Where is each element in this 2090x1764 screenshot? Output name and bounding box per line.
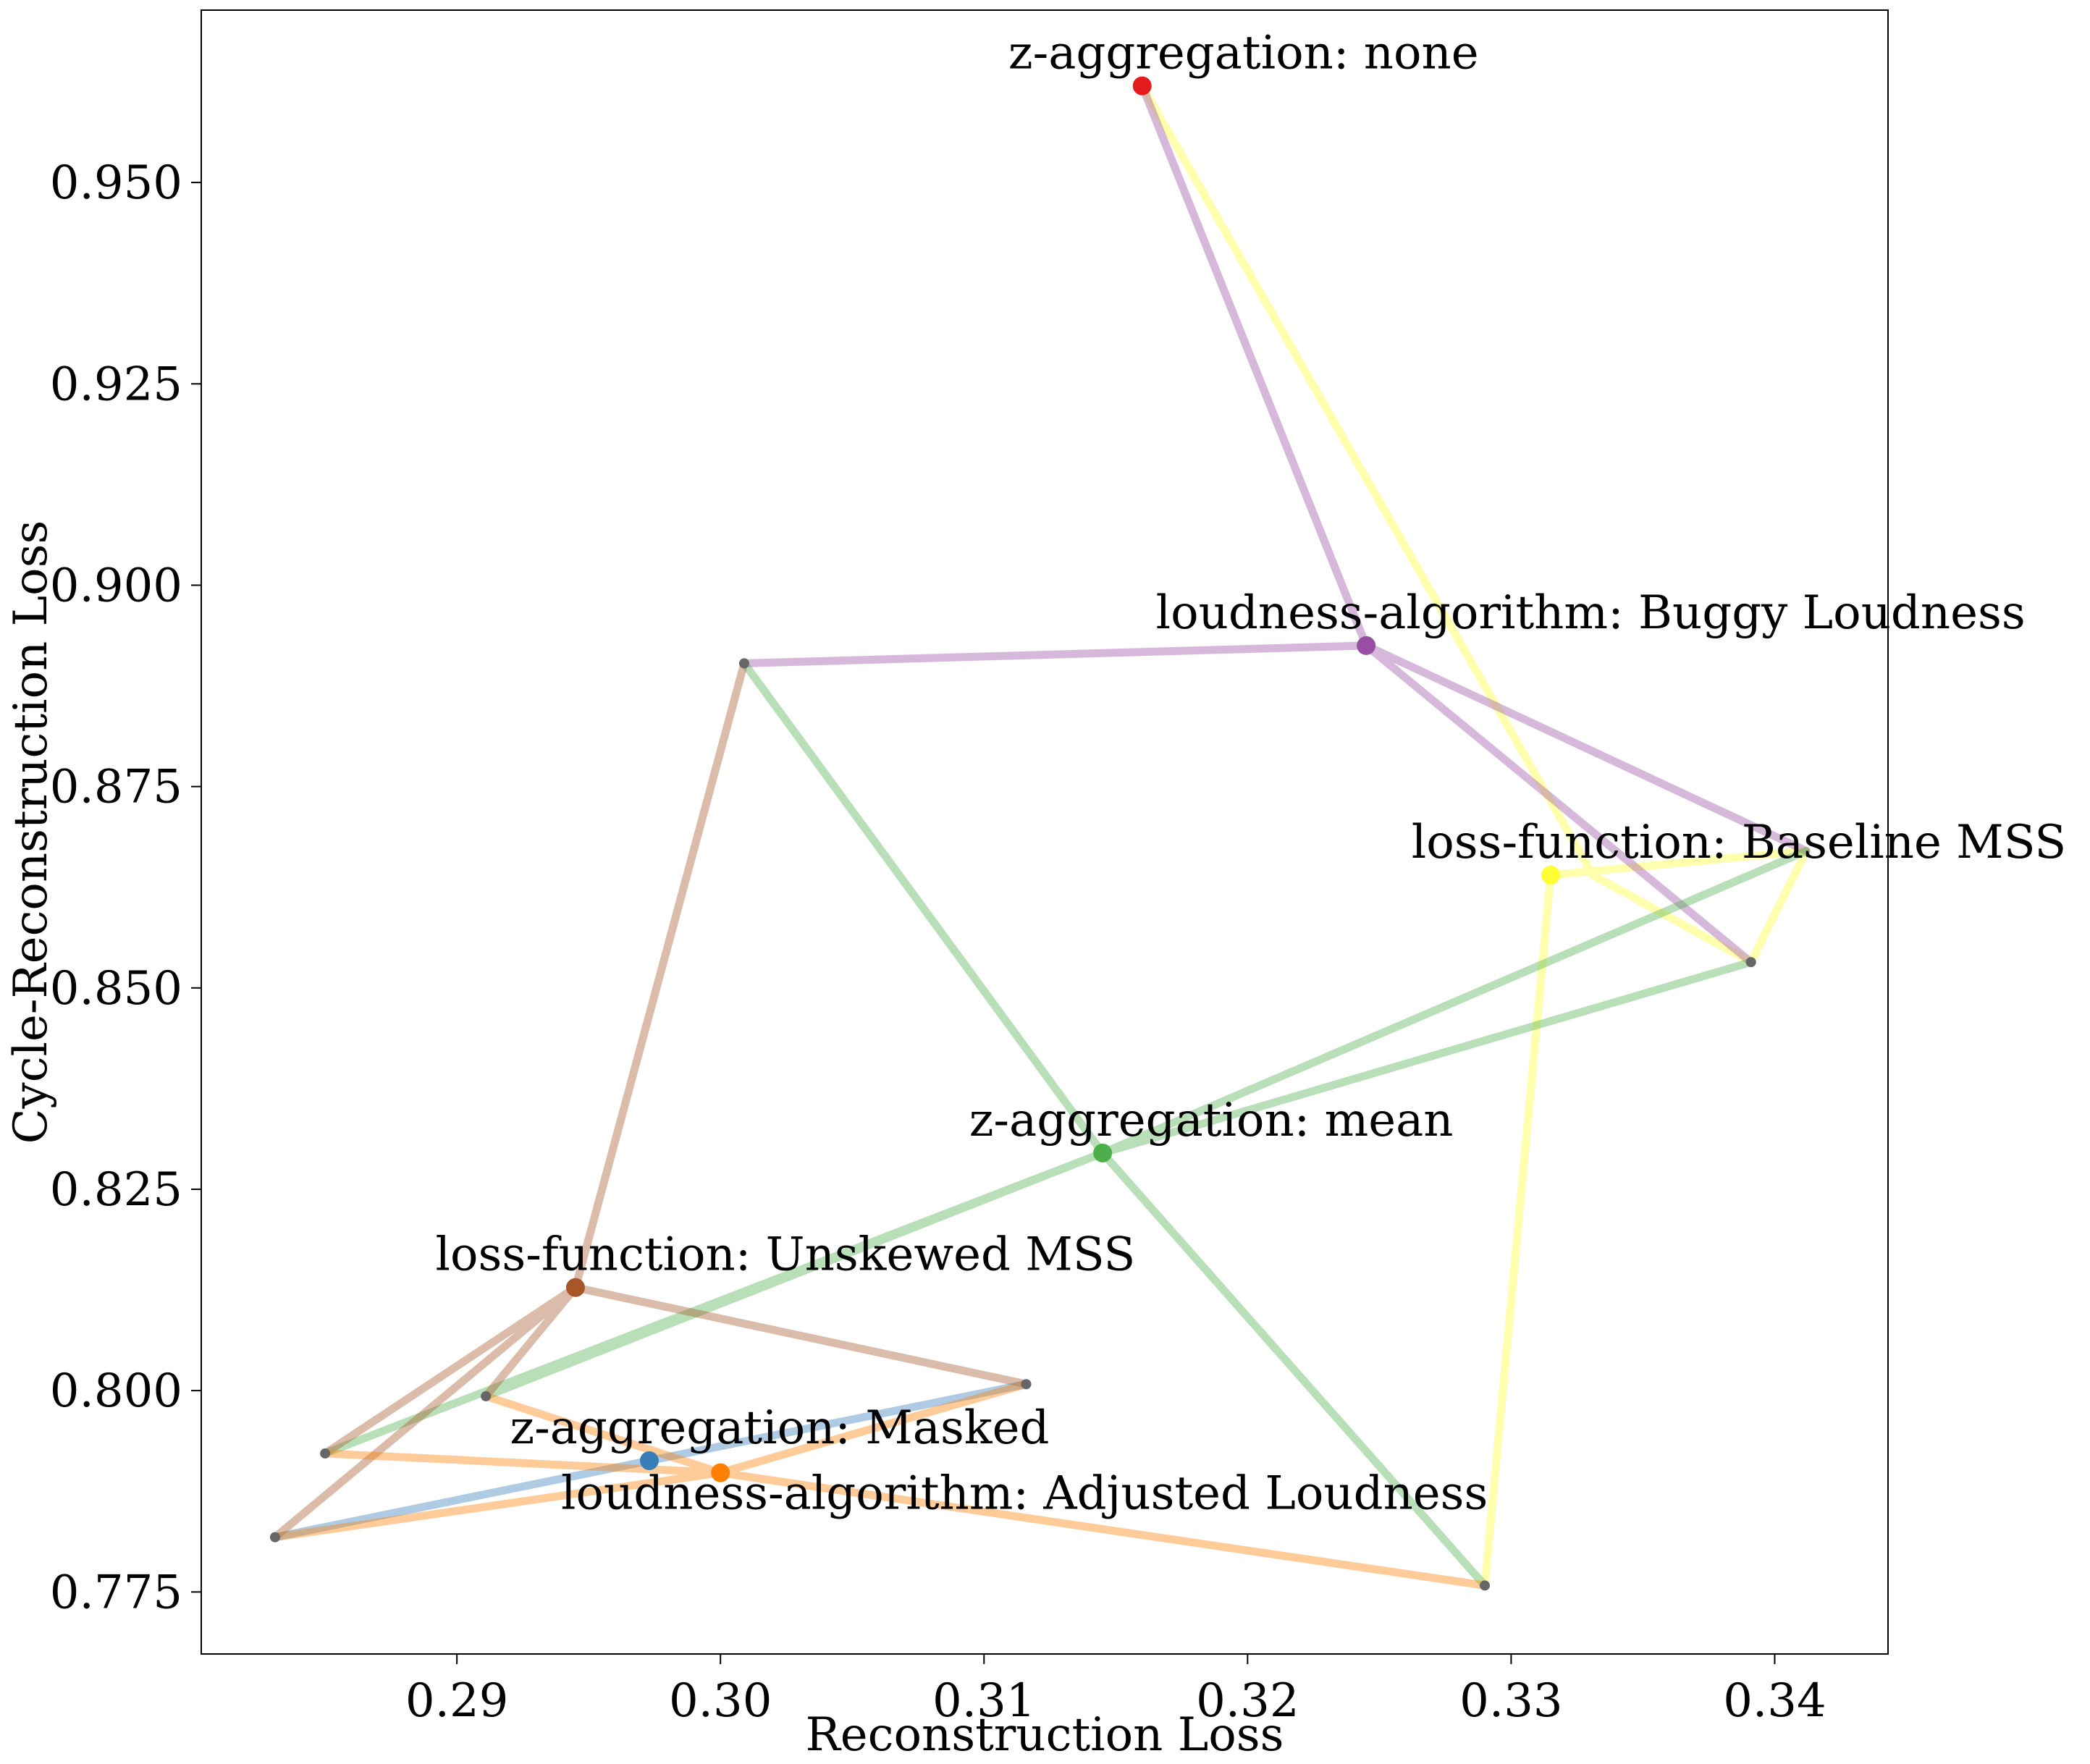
y-tick-label: 0.900 — [50, 559, 182, 612]
y-tick-label: 0.775 — [50, 1566, 182, 1619]
group-mean-marker — [639, 1451, 659, 1470]
group-annotation: z-aggregation: mean — [969, 1094, 1454, 1147]
group-mean-marker — [711, 1463, 730, 1482]
y-axis-ticks: 0.775 0.800 0.825 0.850 0.875 0.900 0.925 0.950 — [50, 156, 201, 1619]
y-tick-label: 0.950 — [50, 156, 182, 210]
group-mean-marker — [565, 1278, 585, 1297]
endpoint-marker — [1745, 957, 1756, 968]
endpoint-marker — [1021, 1379, 1032, 1390]
x-tick-label: 0.33 — [1459, 1674, 1563, 1728]
group-annotation: z-aggregation: Masked — [510, 1401, 1049, 1455]
endpoint-marker — [738, 658, 749, 669]
y-tick-label: 0.800 — [50, 1364, 182, 1418]
endpoint-marker — [481, 1390, 492, 1401]
x-axis-ticks: 0.29 0.30 0.31 0.32 0.33 0.34 — [405, 1654, 1826, 1728]
data-points — [269, 76, 1756, 1591]
x-tick-label: 0.29 — [405, 1674, 509, 1728]
endpoint-marker — [320, 1448, 331, 1459]
endpoint-marker — [1479, 1580, 1490, 1591]
x-tick-label: 0.34 — [1723, 1674, 1826, 1728]
group-annotation: z-aggregation: none — [1008, 27, 1479, 80]
group-annotations: z-aggregation: none loudness-algorithm: B… — [436, 27, 2067, 1521]
series-line — [1138, 82, 1811, 1590]
group-mean-marker — [1093, 1143, 1113, 1162]
group-mean-marker — [1132, 76, 1152, 96]
group-mean-marker — [1541, 866, 1560, 885]
y-tick-label: 0.925 — [50, 358, 182, 411]
group-annotation: loudness-algorithm: Adjusted Loudness — [561, 1467, 1488, 1521]
group-annotation: loss-function: Unskewed MSS — [436, 1228, 1136, 1282]
y-tick-label: 0.875 — [50, 761, 182, 814]
endpoint-marker — [269, 1532, 280, 1543]
x-tick-label: 0.30 — [669, 1674, 772, 1728]
y-tick-label: 0.850 — [50, 962, 182, 1016]
group-mean-marker — [1357, 636, 1376, 655]
x-tick-label: 0.32 — [1196, 1674, 1299, 1728]
plot-frame — [201, 9, 1889, 1655]
x-axis-label: Reconstruction Loss — [806, 1708, 1284, 1762]
x-tick-label: 0.31 — [932, 1674, 1036, 1728]
group-annotation: loss-function: Baseline MSS — [1412, 816, 2067, 869]
y-tick-label: 0.825 — [50, 1163, 182, 1217]
y-axis-label: Cycle-Reconstruction Loss — [4, 520, 58, 1144]
group-annotation: loudness-algorithm: Buggy Loudness — [1156, 586, 2026, 640]
